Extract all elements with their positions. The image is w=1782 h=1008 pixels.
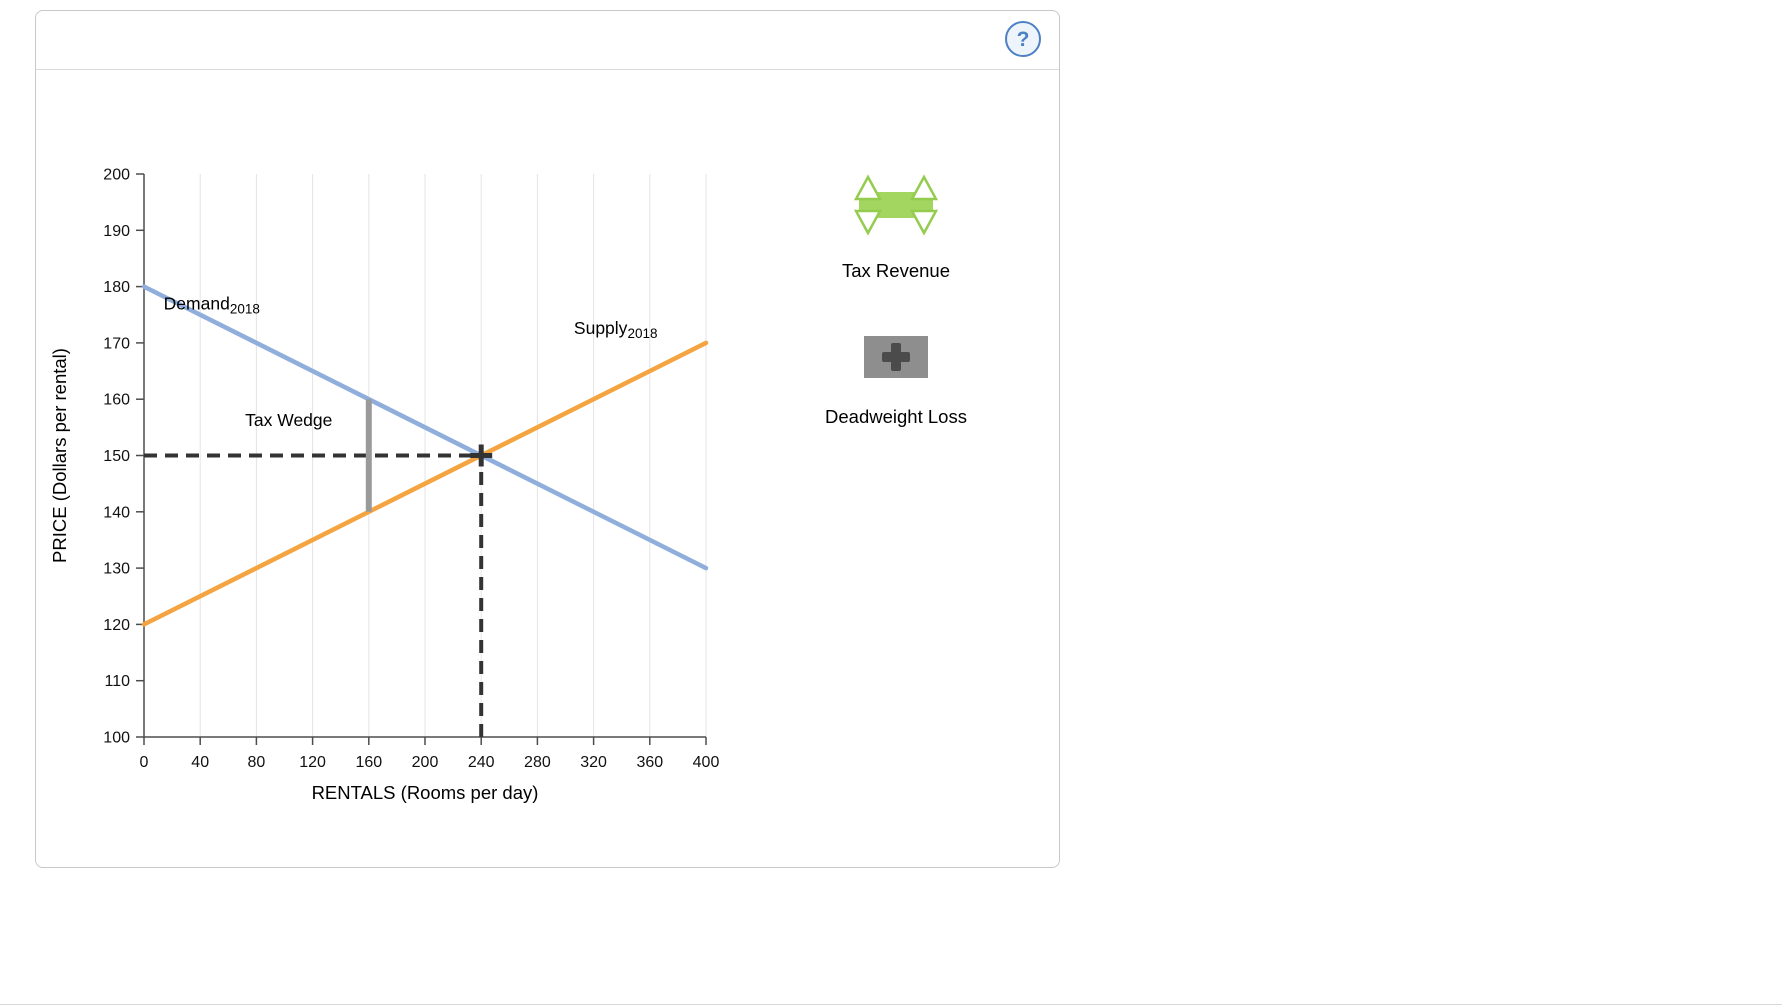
handle-triangle-icon: [853, 174, 883, 201]
x-tick-label: 120: [299, 754, 326, 771]
y-tick-label: 140: [103, 504, 130, 521]
x-tick-label: 360: [636, 754, 663, 771]
x-tick-label: 80: [248, 754, 266, 771]
handle-triangle-icon: [909, 209, 939, 236]
legend-label-deadweight-loss: Deadweight Loss: [825, 406, 967, 427]
tax-revenue-swatch[interactable]: [850, 174, 942, 236]
x-tick-label: 320: [580, 754, 607, 771]
deadweight-loss-swatch[interactable]: [864, 336, 928, 378]
handle-triangle-icon: [909, 174, 939, 201]
supply-curve[interactable]: [141, 340, 709, 627]
y-tick-label: 170: [103, 335, 130, 352]
legend-label-tax-revenue: Tax Revenue: [842, 260, 950, 281]
question-mark-icon: ?: [1016, 27, 1030, 51]
x-tick-label: 280: [524, 754, 551, 771]
x-tick-label: 200: [412, 754, 439, 771]
y-tick-label: 100: [103, 730, 130, 747]
demand-label: Demand2018: [164, 294, 260, 317]
y-tick-label: 120: [103, 617, 130, 634]
y-tick-label: 150: [103, 448, 130, 465]
question-panel: ? 100 110 120 130 140 150 160 170 180 190 200 0 40 80…: [35, 10, 1060, 868]
panel-header: ?: [36, 11, 1059, 70]
x-tick-label: 0: [140, 754, 149, 771]
handle-triangle-icon: [853, 209, 883, 236]
plus-icon: [891, 343, 901, 371]
supply-label: Supply2018: [574, 318, 658, 341]
y-tick-label: 130: [103, 561, 130, 578]
x-tick-label: 160: [355, 754, 382, 771]
demand-curve[interactable]: [141, 284, 709, 571]
y-tick-label: 200: [103, 167, 130, 184]
chart-legend: Tax Revenue Deadweight Loss: [796, 162, 996, 428]
x-tick-label: 240: [468, 754, 495, 771]
x-tick-label: 40: [191, 754, 209, 771]
tax-wedge-label: Tax Wedge: [245, 410, 332, 430]
x-tick-label: 400: [693, 754, 720, 771]
y-tick-label: 190: [103, 223, 130, 240]
page-bottom-divider: [0, 1004, 1782, 1005]
panel-body: 100 110 120 130 140 150 160 170 180 190 200 0 40 80 12…: [36, 70, 1059, 868]
y-tick-label: 180: [103, 279, 130, 296]
supply-demand-chart[interactable]: 100 110 120 130 140 150 160 170 180 190 200 0 40 80 12…: [36, 162, 766, 842]
y-axis-title: PRICE (Dollars per rental): [49, 348, 70, 563]
y-tick-label: 160: [103, 392, 130, 409]
help-button[interactable]: ?: [1005, 21, 1041, 57]
x-axis-title: RENTALS (Rooms per day): [312, 782, 539, 803]
y-tick-label: 110: [104, 673, 130, 690]
